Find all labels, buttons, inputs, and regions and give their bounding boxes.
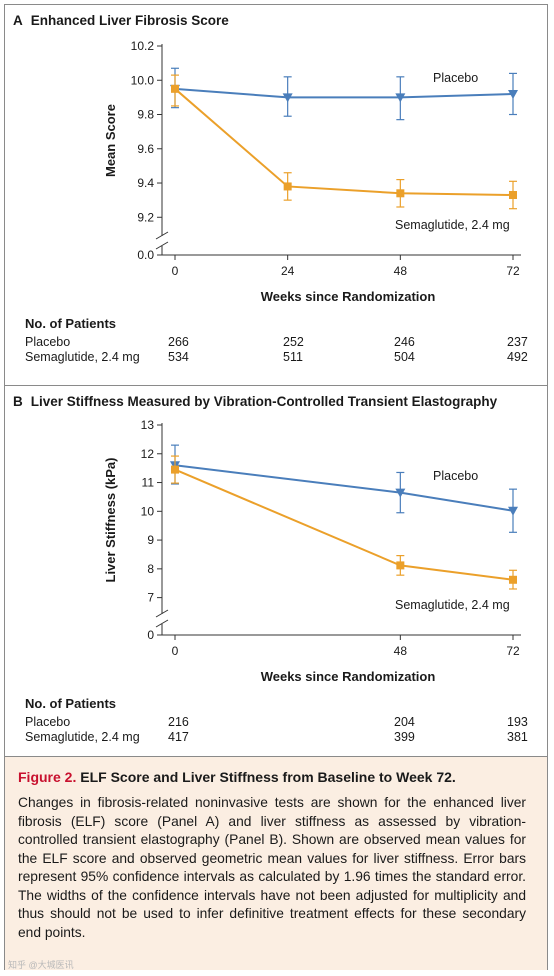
count-wk72: 492 xyxy=(507,350,528,364)
count-wk72: 193 xyxy=(507,715,528,729)
y-tick-label: 8 xyxy=(147,562,154,576)
y-tick-label: 9.6 xyxy=(137,142,154,156)
table-row-placebo: Placebo 266 252 246 237 xyxy=(25,335,528,350)
table-heading: No. of Patients xyxy=(25,696,117,711)
y-tick-label: 0 xyxy=(147,628,154,642)
panel-b-title-text: Liver Stiffness Measured by Vibration-Co… xyxy=(30,394,498,409)
panel-a-table: No. of Patients Placebo 266 252 246 237 … xyxy=(25,316,528,365)
figure-caption: Figure 2. ELF Score and Liver Stiffness … xyxy=(5,757,547,970)
semaglutide-marker xyxy=(171,465,179,474)
semaglutide-marker xyxy=(396,189,405,198)
x-tick-label: 24 xyxy=(281,264,295,278)
count-wk48: 504 xyxy=(394,350,415,364)
row-label: Placebo xyxy=(25,715,71,729)
x-tick-label: 0 xyxy=(172,644,179,658)
placebo-label: Placebo xyxy=(433,71,478,85)
axis-break-mark xyxy=(155,609,169,618)
placebo-marker xyxy=(395,93,406,103)
y-axis-label: Liver Stiffness (kPa) xyxy=(103,458,118,583)
count-wk0: 417 xyxy=(168,730,189,744)
figure-label: Figure 2. xyxy=(18,769,77,785)
y-tick-label: 12 xyxy=(141,447,155,461)
count-wk24: 511 xyxy=(283,350,303,364)
x-tick-label: 0 xyxy=(172,264,179,278)
placebo-marker xyxy=(508,506,518,516)
count-wk72: 237 xyxy=(507,335,528,349)
table-row-semaglutide: Semaglutide, 2.4 mg 534 511 504 492 xyxy=(25,350,528,365)
count-wk48: 399 xyxy=(394,730,415,744)
panel-a-title-text: Enhanced Liver Fibrosis Score xyxy=(30,13,229,28)
count-wk48: 246 xyxy=(394,335,415,349)
panel-b-letter: B xyxy=(13,394,23,409)
placebo-marker xyxy=(395,488,406,498)
semaglutide-marker xyxy=(509,191,517,200)
count-wk72: 381 xyxy=(507,730,528,744)
y-tick-label: 9 xyxy=(147,533,154,547)
row-label: Semaglutide, 2.4 mg xyxy=(25,730,140,744)
count-wk0: 266 xyxy=(168,335,189,349)
caption-title-text: ELF Score and Liver Stiffness from Basel… xyxy=(80,769,456,785)
panel-b-chart: 0 7 8 9 10 11 12 13 0 48 72 Weeks since Randomizati… xyxy=(103,418,521,684)
y-tick-label: 10 xyxy=(141,504,155,518)
placebo-marker xyxy=(508,89,518,99)
count-wk24: 252 xyxy=(283,335,304,349)
y-tick-label: 10.0 xyxy=(131,73,155,87)
panel-b: B Liver Stiffness Measured by Vibration-C… xyxy=(5,386,547,757)
y-tick-label: 9.2 xyxy=(137,210,154,224)
x-tick-label: 48 xyxy=(394,644,408,658)
semaglutide-marker xyxy=(396,561,405,570)
panel-a-title: A Enhanced Liver Fibrosis Score xyxy=(13,13,229,28)
panel-a: A Enhanced Liver Fibrosis Score 0.0 9.2 9.4… xyxy=(5,5,547,386)
panel-a-letter: A xyxy=(13,13,23,28)
count-wk0: 534 xyxy=(168,350,189,364)
table-row-placebo: Placebo 216 204 193 xyxy=(25,715,528,730)
caption-body: Changes in fibrosis-related noninvasive … xyxy=(18,795,526,940)
axis-break-mark xyxy=(155,619,169,628)
x-tick-label: 72 xyxy=(506,264,520,278)
axis-break-mark xyxy=(155,241,169,250)
panel-b-title: B Liver Stiffness Measured by Vibration-C… xyxy=(13,394,497,409)
table-heading: No. of Patients xyxy=(25,316,117,331)
panel-b-table: No. of Patients Placebo 216 204 193 Sema… xyxy=(25,696,528,745)
semaglutide-label: Semaglutide, 2.4 mg xyxy=(395,598,510,612)
x-axis-label: Weeks since Randomization xyxy=(261,669,436,684)
y-tick-label: 10.2 xyxy=(131,39,155,53)
row-label: Semaglutide, 2.4 mg xyxy=(25,350,140,364)
x-axis-label: Weeks since Randomization xyxy=(261,289,436,304)
y-axis-label: Mean Score xyxy=(103,104,118,177)
count-wk48: 204 xyxy=(394,715,415,729)
axis-break-mark xyxy=(155,231,169,240)
semaglutide-line xyxy=(174,88,514,197)
y-tick-label: 13 xyxy=(141,418,155,432)
y-tick-label: 11 xyxy=(142,476,155,490)
semaglutide-marker xyxy=(509,575,517,584)
watermark: 知乎 @大城医讯 xyxy=(8,960,74,970)
semaglutide-marker xyxy=(171,84,179,93)
placebo-line xyxy=(174,87,514,99)
row-label: Placebo xyxy=(25,335,71,349)
y-tick-label: 9.4 xyxy=(137,176,154,190)
caption-title: Figure 2. ELF Score and Liver Stiffness … xyxy=(18,769,456,785)
placebo-label: Placebo xyxy=(433,469,478,483)
x-tick-label: 48 xyxy=(394,264,408,278)
y-tick-label: 9.8 xyxy=(137,108,154,122)
semaglutide-label: Semaglutide, 2.4 mg xyxy=(395,218,510,232)
semaglutide-marker xyxy=(283,182,292,191)
y-tick-label: 7 xyxy=(147,591,154,605)
count-wk0: 216 xyxy=(168,715,189,729)
table-row-semaglutide: Semaglutide, 2.4 mg 417 399 381 xyxy=(25,730,528,745)
panel-a-chart: 0.0 9.2 9.4 9.6 9.8 10.0 10.2 0 24 48 72 Weeks sinc… xyxy=(103,39,521,304)
y-tick-label: 0.0 xyxy=(137,248,154,262)
placebo-marker xyxy=(282,93,293,103)
x-tick-label: 72 xyxy=(506,644,520,658)
